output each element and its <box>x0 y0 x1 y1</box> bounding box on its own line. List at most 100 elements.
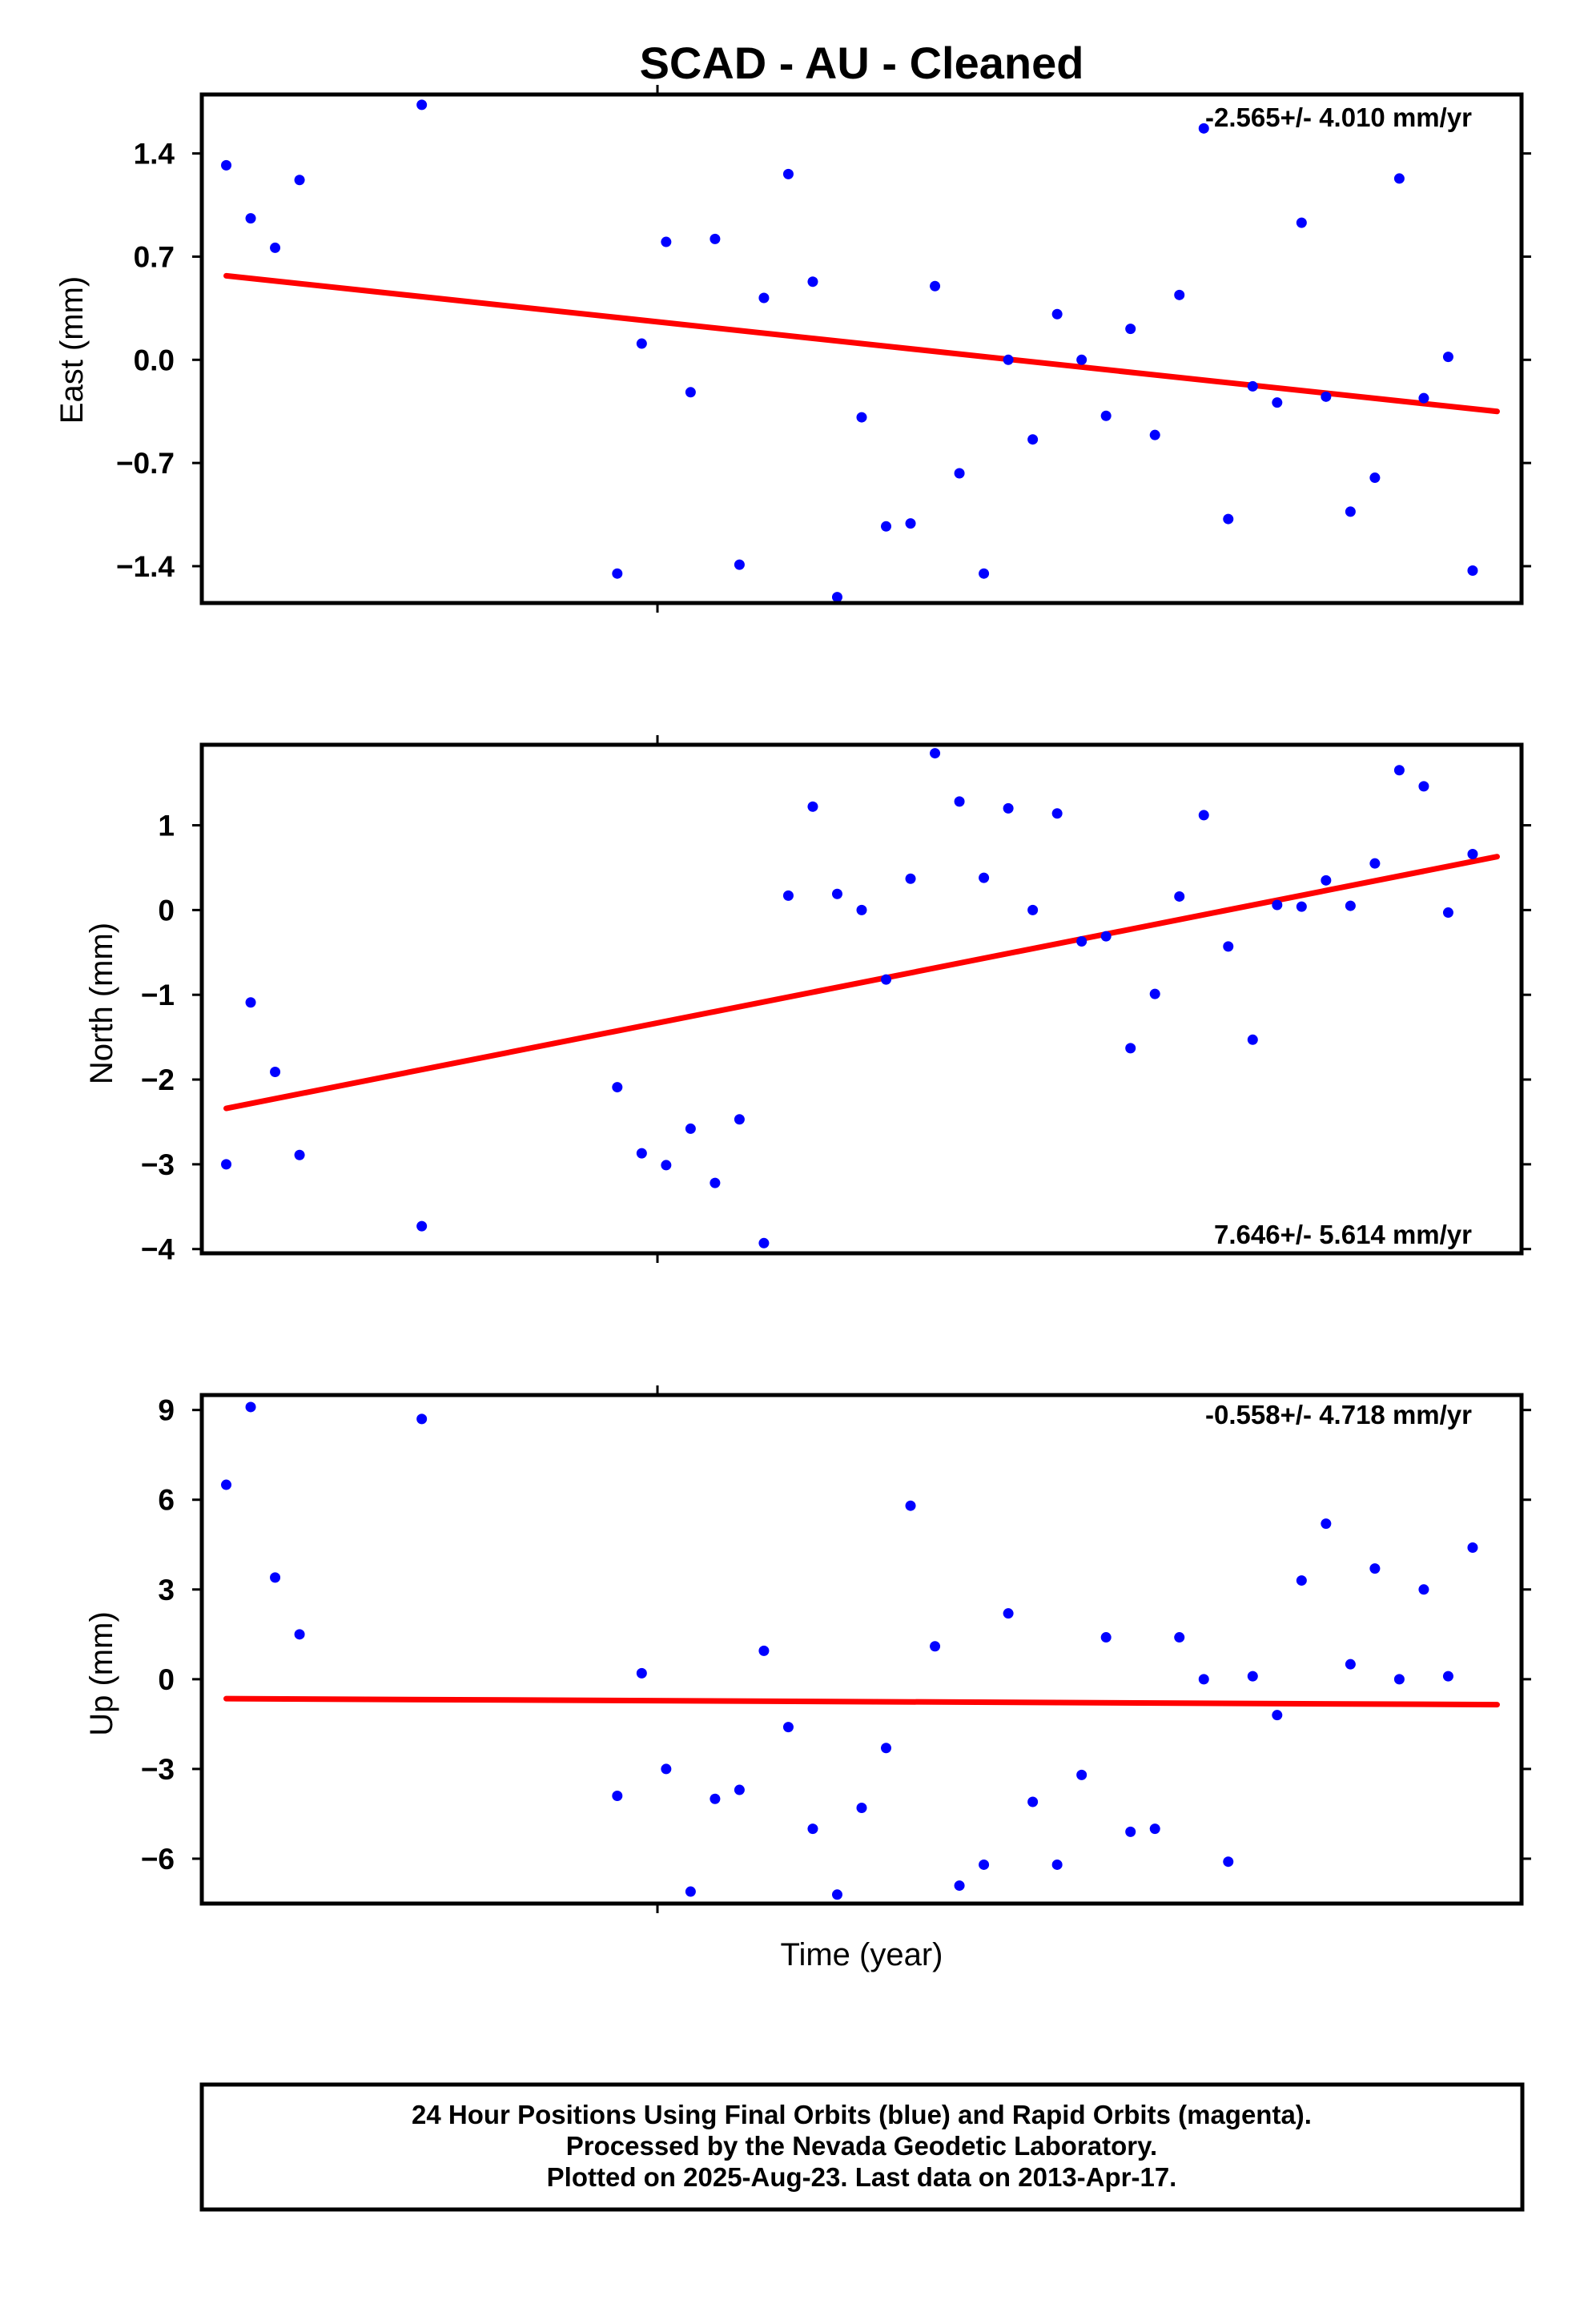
data-point <box>1442 907 1453 919</box>
data-point <box>1100 1632 1112 1643</box>
data-point <box>930 1641 941 1652</box>
data-point <box>416 99 428 111</box>
data-point <box>661 1763 672 1775</box>
y-tick-label: −3 <box>141 1148 175 1181</box>
data-point <box>758 1645 770 1656</box>
data-point <box>270 242 281 253</box>
data-point <box>1076 936 1087 947</box>
data-point <box>954 796 965 807</box>
data-point <box>881 1743 892 1754</box>
data-point <box>930 280 941 292</box>
y-tick-label: 1.4 <box>134 138 175 171</box>
data-point <box>636 338 647 349</box>
data-point <box>710 1793 721 1804</box>
y-tick-label: 0.7 <box>134 240 175 273</box>
data-point <box>1247 1034 1258 1045</box>
data-point <box>1174 1632 1185 1643</box>
plot-frame <box>199 92 1524 605</box>
data-point <box>1051 308 1063 320</box>
data-point <box>734 1114 745 1125</box>
data-point <box>1442 1671 1453 1682</box>
data-point <box>758 292 770 304</box>
data-point <box>1198 810 1209 821</box>
data-point <box>1223 513 1234 525</box>
footer-line-2: Processed by the Nevada Geodetic Laborat… <box>566 2131 1157 2161</box>
data-point <box>1198 1674 1209 1685</box>
data-point <box>807 1823 818 1835</box>
rate-annotation: -0.558+/- 4.718 mm/yr <box>1205 1400 1472 1429</box>
data-point <box>856 412 867 423</box>
rate-annotation: -2.565+/- 4.010 mm/yr <box>1205 103 1472 132</box>
data-point <box>1125 1826 1136 1837</box>
data-point <box>294 1629 305 1640</box>
data-point <box>1051 1859 1063 1870</box>
data-point <box>1272 1710 1283 1721</box>
data-point <box>1296 217 1307 228</box>
data-point <box>1100 931 1112 942</box>
y-tick-label: 9 <box>158 1394 175 1427</box>
data-point <box>831 1889 842 1900</box>
data-point <box>734 1784 745 1795</box>
data-point <box>661 1160 672 1171</box>
data-point <box>905 518 916 529</box>
data-point <box>1321 1518 1332 1530</box>
data-point <box>954 1880 965 1892</box>
x-axis-label: Time (year) <box>781 1937 943 1972</box>
data-point <box>1272 899 1283 911</box>
north-panel: North (mm) 7.646+/- 5.614 mm/yr −4 −3 −2 −1… <box>84 735 1531 1266</box>
data-point <box>710 1177 721 1188</box>
data-point <box>1223 1856 1234 1868</box>
data-point <box>221 159 232 171</box>
data-point <box>1418 392 1429 404</box>
plot-frame <box>199 742 1524 1256</box>
data-point <box>1272 397 1283 408</box>
data-point <box>1467 565 1478 577</box>
data-point <box>734 559 745 570</box>
data-point <box>294 1149 305 1160</box>
y-tick-label: 3 <box>158 1574 175 1606</box>
y-tick-label: −6 <box>141 1843 175 1876</box>
data-point <box>758 1237 770 1248</box>
data-point <box>979 568 990 579</box>
data-point <box>685 387 696 398</box>
data-point <box>1369 1563 1381 1574</box>
data-point <box>612 1082 623 1093</box>
data-point <box>245 997 256 1008</box>
y-axis-label: East (mm) <box>54 276 90 424</box>
data-point <box>245 1401 256 1413</box>
data-point <box>831 592 842 603</box>
data-point <box>1198 123 1209 134</box>
trend-line <box>223 1695 1500 1708</box>
data-point <box>1369 472 1381 484</box>
y-tick-label: 1 <box>158 810 175 842</box>
data-point <box>881 521 892 532</box>
data-point <box>710 233 721 244</box>
data-point <box>979 872 990 883</box>
data-point <box>1149 988 1160 999</box>
data-point <box>782 890 794 901</box>
data-point <box>270 1572 281 1583</box>
data-point <box>416 1413 428 1425</box>
data-point <box>1393 765 1405 776</box>
rate-annotation: 7.646+/- 5.614 mm/yr <box>1214 1220 1472 1249</box>
data-point <box>1003 1608 1014 1619</box>
data-point <box>1467 849 1478 860</box>
data-point <box>1418 1584 1429 1595</box>
data-point <box>661 236 672 247</box>
data-point <box>1076 354 1087 365</box>
footer-line-3: Plotted on 2025-Aug-23. Last data on 201… <box>547 2162 1177 2192</box>
data-point <box>1345 1659 1356 1670</box>
data-point <box>1223 941 1234 952</box>
data-point <box>1149 429 1160 440</box>
y-tick-label: −1 <box>141 979 175 1011</box>
data-point <box>1296 901 1307 912</box>
data-point <box>1467 1542 1478 1553</box>
data-point <box>1393 1674 1405 1685</box>
east-panel: East (mm) -2.565+/- 4.010 mm/yr −1.4 −0.7… <box>54 85 1531 613</box>
data-point <box>1100 410 1112 421</box>
data-point <box>1247 380 1258 392</box>
data-point <box>1027 434 1039 445</box>
chart-title: SCAD - AU - Cleaned <box>640 38 1084 88</box>
data-point <box>1125 1043 1136 1054</box>
